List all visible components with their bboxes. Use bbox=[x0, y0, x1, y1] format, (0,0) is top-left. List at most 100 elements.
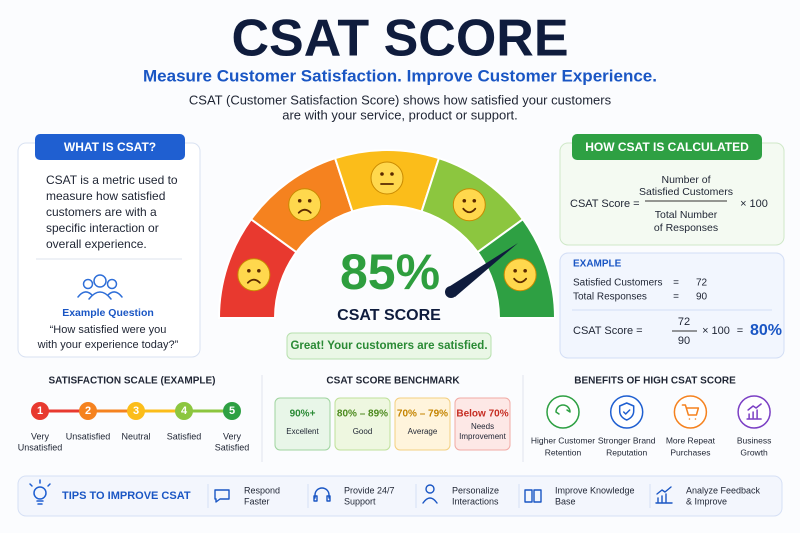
tips-bar bbox=[17, 475, 783, 517]
message: Great! Your customers are satisfied. bbox=[290, 340, 487, 352]
tip-text: Support bbox=[344, 496, 376, 506]
scale-number: 5 bbox=[229, 405, 235, 417]
tip-text: Improve Knowledge bbox=[555, 485, 635, 495]
section-title: CSAT SCORE BENCHMARK bbox=[326, 376, 460, 387]
icon bbox=[681, 404, 700, 420]
face bbox=[513, 268, 517, 273]
example-formula: = bbox=[737, 325, 743, 337]
benefit-icon bbox=[737, 395, 771, 429]
needle-hub bbox=[445, 286, 457, 298]
benchmark-label: Improvement bbox=[459, 432, 506, 441]
scale-dot bbox=[127, 402, 145, 420]
example-label: Example Question bbox=[62, 307, 154, 319]
example-question: with your experience today?” bbox=[37, 339, 179, 351]
benchmark-range: 90%+ bbox=[290, 409, 316, 420]
benchmark-range: 70% – 79% bbox=[397, 409, 448, 420]
scale-label: Unsatisfied bbox=[66, 431, 111, 441]
tip-icon bbox=[422, 484, 438, 504]
people-icon bbox=[93, 274, 107, 288]
face bbox=[288, 188, 322, 222]
example-formula: 72 bbox=[678, 316, 690, 328]
benefit-label: Business bbox=[737, 435, 772, 445]
face bbox=[513, 277, 528, 284]
section-title: SATISFACTION SCALE (EXAMPLE) bbox=[48, 376, 215, 387]
benchmark-box bbox=[334, 397, 391, 451]
face bbox=[370, 161, 404, 195]
benchmark-box bbox=[454, 397, 511, 451]
tip-text: Respond bbox=[244, 485, 280, 495]
face bbox=[307, 198, 312, 203]
formula: of Responses bbox=[654, 222, 718, 234]
scale-label: Very bbox=[223, 431, 242, 441]
example-formula: × 100 bbox=[702, 325, 730, 337]
benefit-label: More Repeat bbox=[666, 435, 716, 445]
tips-title: TIPS TO IMPROVE CSAT bbox=[62, 490, 191, 502]
formula: × 100 bbox=[740, 198, 768, 210]
face bbox=[297, 198, 302, 203]
example-row: 90 bbox=[696, 292, 708, 303]
tip-icon bbox=[655, 486, 673, 504]
needle bbox=[447, 243, 518, 297]
scale-number: 2 bbox=[85, 405, 91, 417]
icon bbox=[77, 291, 123, 300]
scale-dot bbox=[175, 402, 193, 420]
tip-icon bbox=[524, 489, 542, 503]
formula: Total Number bbox=[655, 209, 718, 221]
benchmark-box bbox=[274, 397, 331, 451]
example-row: Total Responses bbox=[573, 292, 647, 303]
tip-text: Faster bbox=[244, 496, 270, 506]
section-title: BENEFITS OF HIGH CSAT SCORE bbox=[574, 376, 736, 387]
example-title: EXAMPLE bbox=[573, 259, 622, 270]
face bbox=[247, 268, 251, 273]
icon bbox=[746, 403, 762, 420]
formula: Satisfied Customers bbox=[639, 186, 733, 198]
benchmark-label: Average bbox=[408, 427, 438, 436]
benchmark-range: 80% – 89% bbox=[337, 409, 388, 420]
example-question: “How satisfied were you bbox=[50, 324, 167, 336]
example-row: = bbox=[673, 278, 679, 289]
tip-text: & Improve bbox=[686, 496, 727, 506]
scale-number: 4 bbox=[181, 405, 188, 417]
scale-label: Satisfied bbox=[167, 431, 202, 441]
example-row: 72 bbox=[696, 278, 708, 289]
face bbox=[503, 258, 537, 292]
card-header bbox=[35, 134, 185, 160]
card-text: customers are with a bbox=[46, 205, 157, 219]
card bbox=[559, 252, 785, 359]
face bbox=[390, 172, 394, 176]
tip-icon bbox=[214, 489, 230, 503]
message-box bbox=[286, 332, 492, 360]
icon bbox=[29, 479, 51, 505]
example-row: Satisfied Customers bbox=[573, 278, 662, 289]
scale-label: Unsatisfied bbox=[18, 442, 63, 452]
formula: Number of bbox=[661, 174, 710, 186]
example-formula: CSAT Score = bbox=[573, 325, 643, 337]
scale-label: Satisfied bbox=[215, 442, 250, 452]
scale-number: 3 bbox=[133, 405, 139, 417]
people-icon bbox=[82, 278, 94, 290]
example-result: 80% bbox=[750, 322, 782, 339]
tip-text: Interactions bbox=[452, 496, 499, 506]
bulb-icon bbox=[33, 486, 47, 500]
benchmark-label: Needs bbox=[471, 422, 494, 431]
benefit-label: Reputation bbox=[606, 447, 647, 457]
face bbox=[257, 268, 261, 273]
scale-number: 1 bbox=[37, 405, 43, 417]
benefit-label: Stronger Brand bbox=[598, 435, 656, 445]
scale-dot bbox=[31, 402, 49, 420]
face bbox=[246, 278, 261, 284]
scale-dot bbox=[223, 402, 241, 420]
formula: CSAT Score = bbox=[570, 198, 640, 210]
benchmark-box bbox=[394, 397, 451, 451]
benchmark-label: Excellent bbox=[286, 427, 319, 436]
face bbox=[462, 198, 467, 203]
card-text: specific interaction or bbox=[46, 221, 159, 235]
tip-text: Personalize bbox=[452, 485, 499, 495]
card-title: WHAT IS CSAT? bbox=[64, 140, 156, 154]
people-icon bbox=[106, 278, 118, 290]
face bbox=[462, 207, 477, 214]
card-text: measure how satisfied bbox=[46, 189, 165, 203]
example-formula: 90 bbox=[678, 335, 690, 347]
